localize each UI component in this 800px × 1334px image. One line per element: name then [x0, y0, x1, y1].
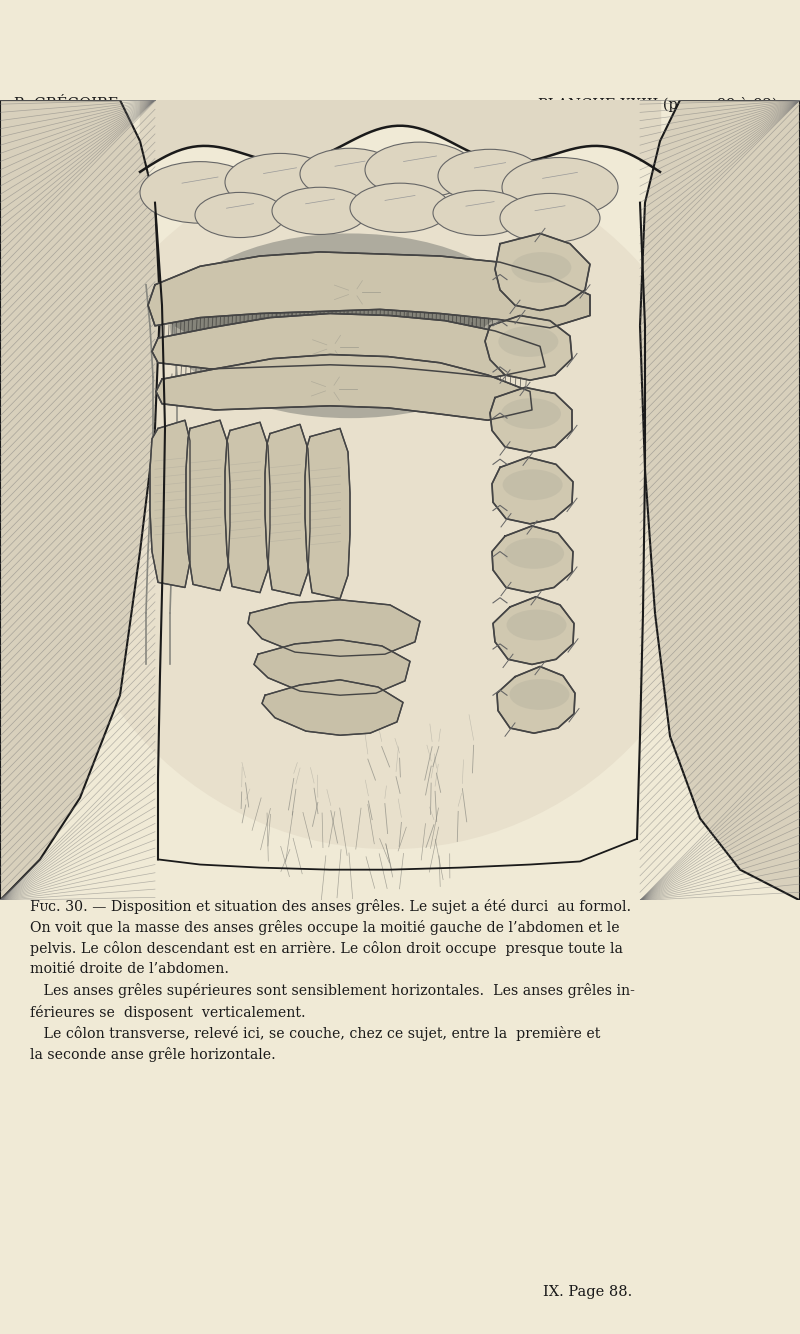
Polygon shape — [495, 233, 590, 311]
Polygon shape — [492, 458, 573, 524]
Text: IX. Page 88.: IX. Page 88. — [543, 1286, 633, 1299]
Ellipse shape — [140, 161, 260, 223]
Polygon shape — [640, 100, 800, 900]
Ellipse shape — [498, 327, 558, 358]
Polygon shape — [248, 600, 420, 656]
Polygon shape — [186, 420, 230, 591]
Text: Le côlon transverse, relevé ici, se couche, chez ce sujet, entre la  première et: Le côlon transverse, relevé ici, se couc… — [30, 1026, 601, 1041]
Polygon shape — [152, 313, 545, 378]
Text: moitié droite de l’abdomen.: moitié droite de l’abdomen. — [30, 962, 230, 976]
Ellipse shape — [160, 253, 500, 356]
Polygon shape — [225, 423, 270, 592]
Ellipse shape — [511, 252, 571, 283]
Polygon shape — [262, 680, 403, 735]
Ellipse shape — [272, 187, 368, 235]
Ellipse shape — [438, 149, 542, 203]
Ellipse shape — [506, 610, 566, 640]
Ellipse shape — [502, 470, 562, 500]
Text: PLANCHE XXIII (pages 89 à 92).: PLANCHE XXIII (pages 89 à 92). — [538, 97, 782, 112]
Polygon shape — [492, 526, 573, 592]
Ellipse shape — [510, 679, 570, 710]
Ellipse shape — [300, 148, 400, 200]
Polygon shape — [156, 355, 532, 420]
Polygon shape — [0, 100, 160, 900]
Ellipse shape — [502, 157, 618, 217]
Ellipse shape — [350, 183, 450, 232]
Polygon shape — [150, 420, 190, 587]
Ellipse shape — [433, 191, 527, 236]
Polygon shape — [254, 640, 410, 695]
Polygon shape — [490, 387, 572, 452]
Polygon shape — [485, 316, 572, 380]
Polygon shape — [265, 424, 310, 596]
Ellipse shape — [170, 233, 530, 418]
Text: la seconde anse grêle horizontale.: la seconde anse grêle horizontale. — [30, 1047, 276, 1062]
Text: pelvis. Le côlon descendant est en arrière. Le côlon droit occupe  presque toute: pelvis. Le côlon descendant est en arriè… — [30, 942, 623, 956]
Ellipse shape — [50, 151, 730, 850]
Polygon shape — [497, 667, 575, 734]
Ellipse shape — [500, 193, 600, 243]
Ellipse shape — [504, 538, 564, 568]
Polygon shape — [493, 596, 574, 664]
Ellipse shape — [365, 143, 475, 197]
Ellipse shape — [225, 153, 335, 211]
Polygon shape — [305, 428, 350, 599]
Polygon shape — [148, 252, 590, 328]
Ellipse shape — [501, 398, 561, 430]
Text: On voit que la masse des anses grêles occupe la moitié gauche de l’abdomen et le: On voit que la masse des anses grêles oc… — [30, 920, 620, 935]
Ellipse shape — [195, 192, 285, 237]
Text: férieures se  disposent  verticalement.: férieures se disposent verticalement. — [30, 1005, 306, 1019]
Text: Fᴜᴄ. 30. — Disposition et situation des anses grêles. Le sujet a été durci  au f: Fᴜᴄ. 30. — Disposition et situation des … — [30, 899, 631, 914]
Text: Les anses grêles supérieures sont sensiblement horizontales.  Les anses grêles i: Les anses grêles supérieures sont sensib… — [30, 983, 635, 998]
Text: R. GRÉGOIRE.: R. GRÉGOIRE. — [14, 97, 123, 111]
